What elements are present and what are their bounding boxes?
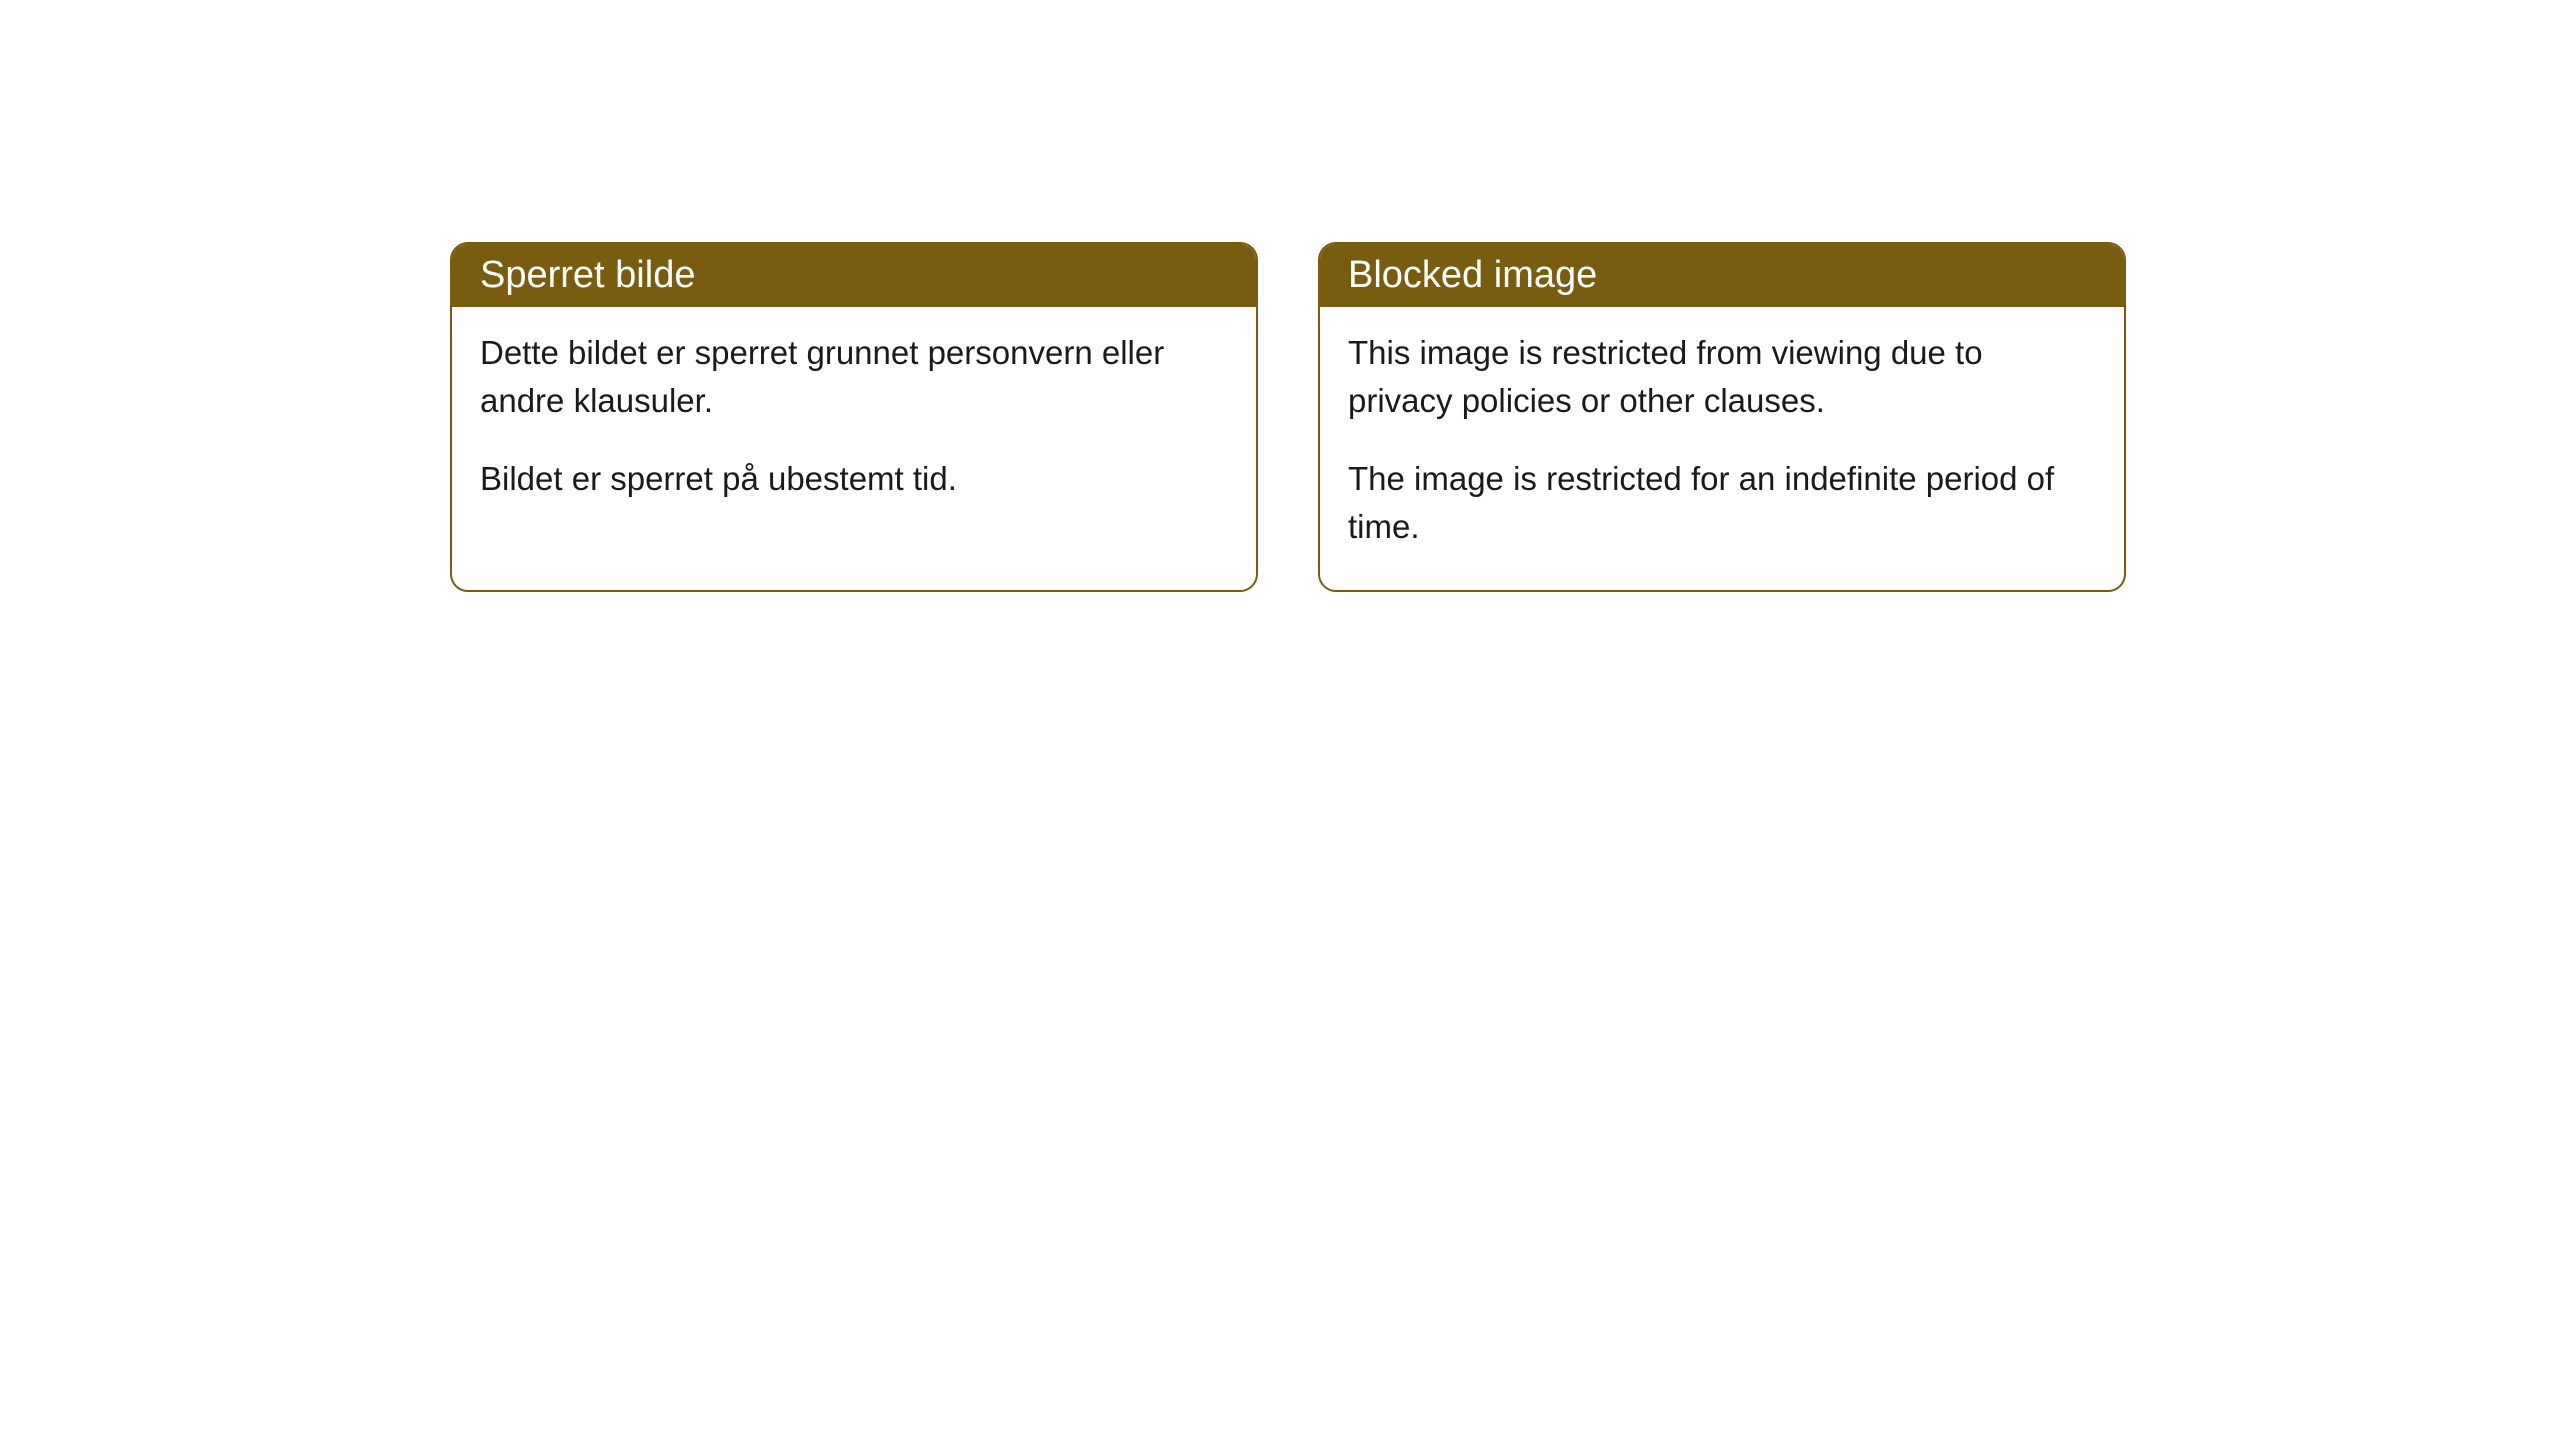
blocked-image-card-en: Blocked image This image is restricted f… [1318,242,2126,592]
card-paragraph-1-no: Dette bildet er sperret grunnet personve… [480,329,1228,425]
notice-cards-container: Sperret bilde Dette bildet er sperret gr… [450,242,2126,592]
card-title-no: Sperret bilde [480,254,695,296]
card-body-no: Dette bildet er sperret grunnet personve… [452,307,1256,543]
card-header-en: Blocked image [1320,244,2124,307]
card-paragraph-1-en: This image is restricted from viewing du… [1348,329,2096,425]
blocked-image-card-no: Sperret bilde Dette bildet er sperret gr… [450,242,1258,592]
card-paragraph-2-en: The image is restricted for an indefinit… [1348,455,2096,551]
card-header-no: Sperret bilde [452,244,1256,307]
card-paragraph-2-no: Bildet er sperret på ubestemt tid. [480,455,1228,503]
card-title-en: Blocked image [1348,254,1597,296]
card-body-en: This image is restricted from viewing du… [1320,307,2124,590]
